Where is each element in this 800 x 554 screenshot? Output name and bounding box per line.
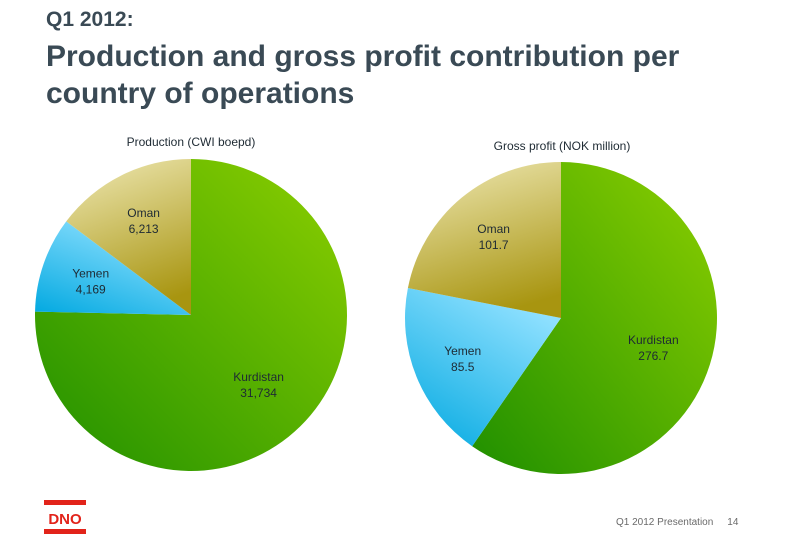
logo-text: DNO — [48, 511, 82, 528]
slice-value-oman: 101.7 — [479, 238, 509, 252]
pie-title-production: Production (CWI boepd) — [126, 135, 256, 149]
slice-value-kurdistan: 31,734 — [240, 386, 277, 400]
pie-slice-oman — [66, 159, 191, 315]
footer-page-number: 14 — [727, 517, 739, 528]
slice-label-yemen: Yemen — [72, 266, 109, 280]
slice-label-yemen: Yemen — [444, 344, 481, 358]
logo-top-bar — [44, 500, 86, 505]
pie-svg: Kurdistan 31,734 Yemen 4,169 Oman 6,213 Kurdi… — [35, 159, 718, 475]
footer: Q1 2012 Presentation 14 — [616, 517, 738, 528]
slice-value-oman: 6,213 — [129, 222, 159, 236]
slice-label-kurdistan: Kurdistan — [628, 333, 679, 347]
pie-slice-kurdistan — [35, 159, 348, 472]
pie-slice-oman — [407, 162, 561, 318]
logo-bottom-bar — [44, 529, 86, 534]
slice-value-yemen: 85.5 — [451, 360, 475, 374]
slice-label-oman: Oman — [127, 206, 160, 220]
pie-slice-yemen — [405, 288, 561, 447]
slice-label-oman: Oman — [477, 222, 510, 236]
slide-kicker: Q1 2012: — [46, 8, 134, 31]
pie-slice-kurdistan — [472, 162, 718, 475]
slice-value-yemen: 4,169 — [76, 282, 106, 296]
pie-slice-yemen — [35, 221, 191, 315]
footer-presentation: Q1 2012 Presentation — [616, 517, 714, 528]
slice-value-kurdistan: 276.7 — [638, 349, 668, 363]
slide-title: Production and gross profit contribution… — [46, 40, 680, 110]
pie-title-gross-profit: Gross profit (NOK million) — [493, 139, 631, 153]
pie-charts: Production (CWI boepd) Gross profit (NOK… — [0, 128, 800, 488]
dno-logo: DNO — [44, 500, 86, 534]
slice-label-kurdistan: Kurdistan — [233, 370, 284, 384]
